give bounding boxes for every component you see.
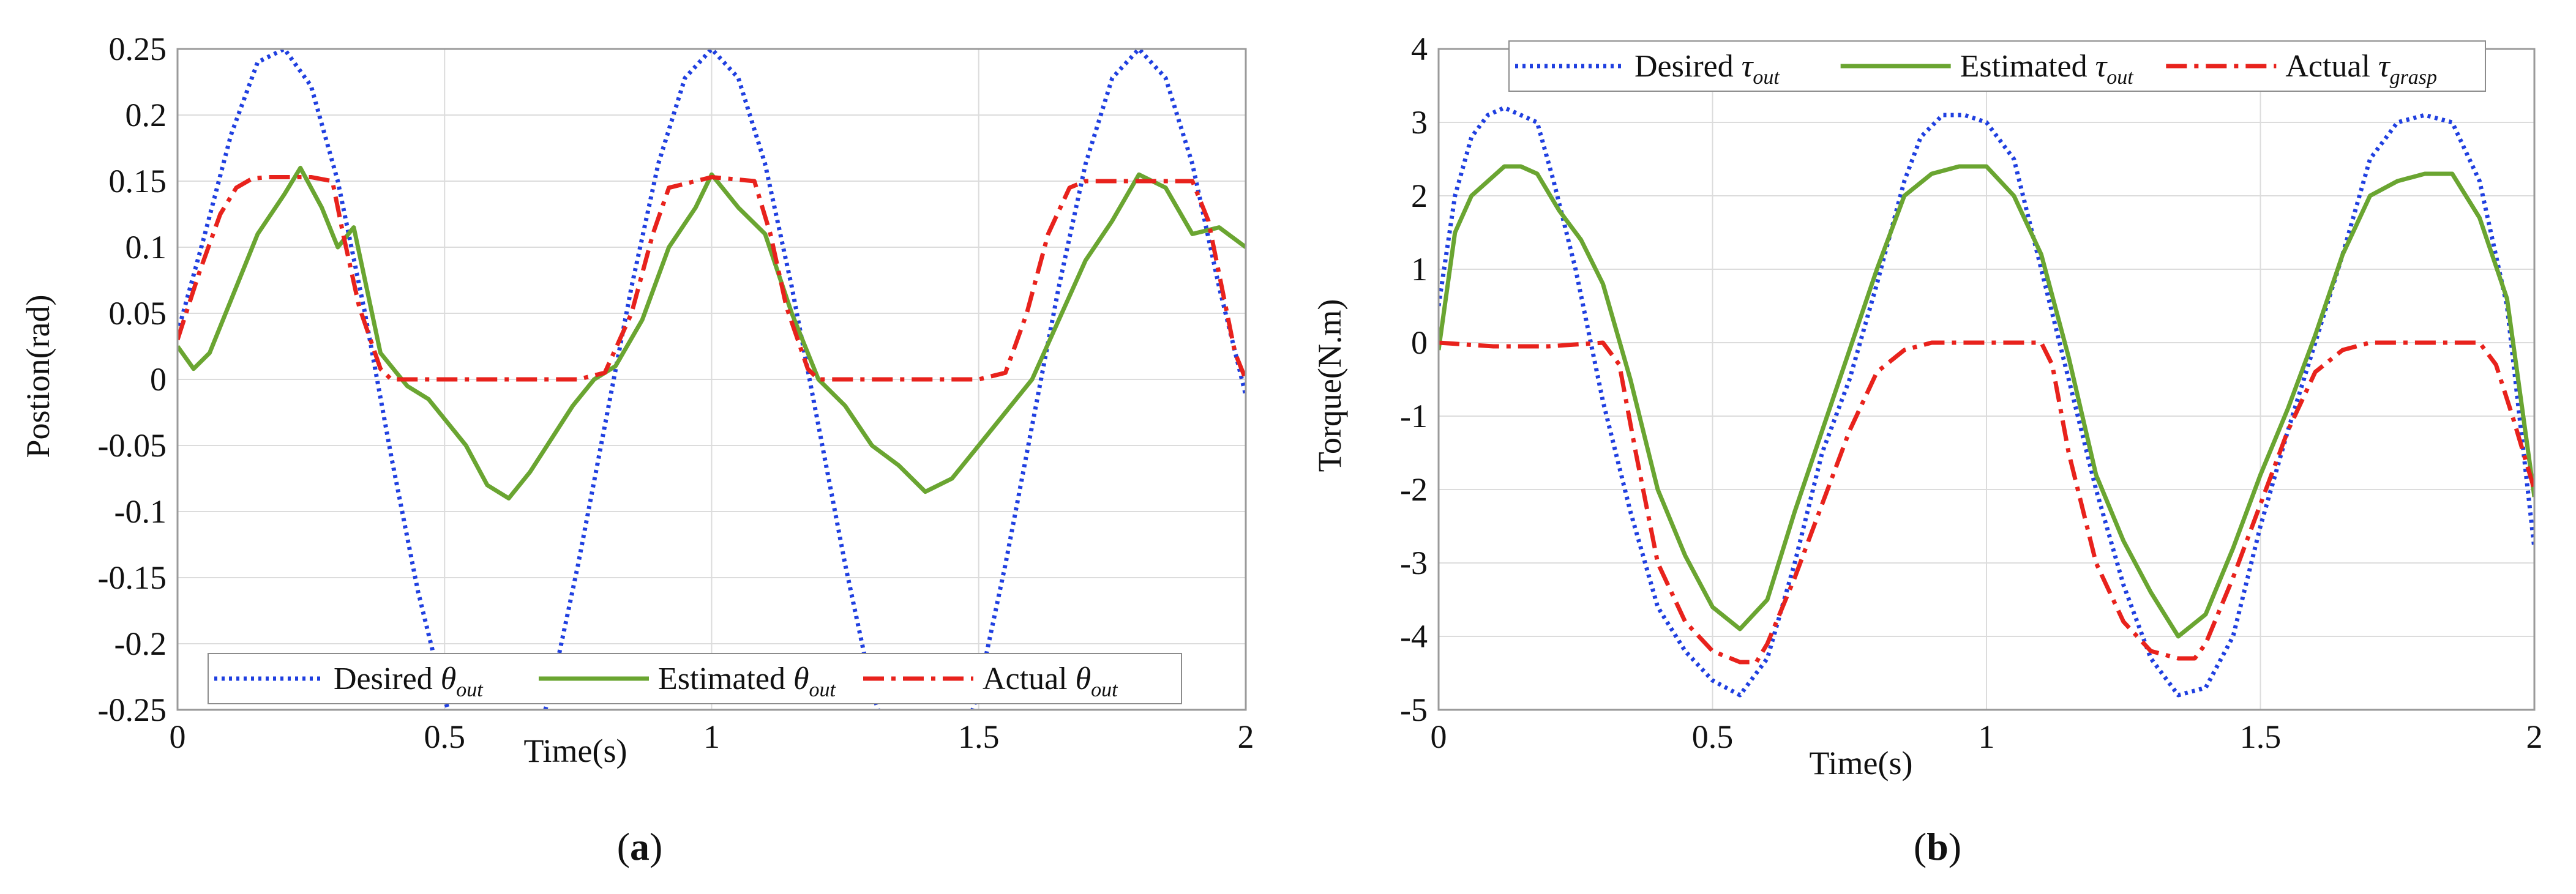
panel-a-grid	[177, 48, 1246, 710]
legend-subscript: out	[809, 679, 837, 701]
legend-text: Actual	[983, 661, 1076, 696]
panel-a-y-tick-label: -0.1	[114, 493, 167, 530]
panel-a-series-desired-line	[178, 49, 1246, 710]
panel-a-y-tick-label: -0.05	[98, 427, 167, 464]
panel-b-y-tick-label: 2	[1411, 177, 1428, 214]
panel-a-series-estimated-line	[178, 165, 1246, 501]
legend-text: Actual	[2285, 49, 2378, 84]
caption-b-close: )	[1949, 825, 1961, 868]
panel-b-x-tick-label: 2	[2526, 718, 2543, 755]
panel-b-xlabel: Time(s)	[1809, 745, 1912, 781]
panel-a-y-tick-label: -0.25	[98, 691, 167, 728]
panel-a-x-tick-label: 1.5	[958, 718, 1000, 755]
legend-subscript: out	[1753, 66, 1780, 89]
panel-a-y-tick-label: 0	[150, 361, 167, 398]
panel-b-y-tick-label: -4	[1400, 618, 1428, 655]
panel-b-series	[1439, 105, 2534, 698]
panel-a-y-tick-label: 0.15	[109, 163, 167, 199]
panel-a-legend-label: Desired θout	[334, 661, 484, 701]
legend-text: Desired	[1634, 49, 1742, 84]
panel-b-x-tick-label: 0.5	[1692, 718, 1734, 755]
caption-a-letter: a	[630, 825, 650, 868]
panel-a-legend-box	[208, 653, 1182, 704]
legend-subscript: grasp	[2390, 66, 2437, 89]
panel-a-x-tick-label: 1	[703, 718, 720, 755]
legend-subscript: out	[456, 679, 484, 701]
panel-a-y-tick-label: 0.2	[125, 97, 167, 133]
panel-b-legend-box	[1508, 40, 2486, 92]
panel-b-grid	[1438, 48, 2535, 710]
panel-a-ylabel: Postion(rad)	[20, 295, 56, 458]
panel-b: 0 0.5 1 1.5 2 4 3 2 1 0 -1 -2 -3 -4 -5 Torque(N.m) Tim…	[1311, 31, 2543, 781]
legend-symbol: τ	[2378, 49, 2391, 84]
panel-a-plot-frame	[176, 48, 1247, 711]
panel-a-legend: Desired θout Estimated θout Actual θout	[208, 653, 1182, 704]
panel-a-series-actual-line	[178, 175, 1246, 382]
panel-a-y-tick-label: 0.25	[109, 31, 167, 67]
legend-symbol: τ	[1742, 49, 1754, 84]
panel-b-y-tick-label: 1	[1411, 251, 1428, 288]
panel-b-legend: Desired τout Estimated τout Actual τgrasp	[1508, 40, 2486, 92]
panel-b-series-actual-line	[1439, 340, 2534, 665]
panel-a-y-tick-label: 0.05	[109, 295, 167, 332]
panel-a-ticks: 0 0.5 1 1.5 2 0.25 0.2 0.15 0.1 0.05 0 -0.05 -0.1 -0.…	[98, 31, 1254, 755]
panel-a-x-tick-label: 2	[1238, 718, 1254, 755]
panel-b-x-tick-label: 1	[1979, 718, 1995, 755]
panel-a-y-tick-label: -0.2	[114, 625, 167, 662]
panel-b-y-tick-label: -1	[1400, 398, 1428, 434]
panel-a-legend-label: Estimated θout	[658, 661, 837, 701]
legend-text: Desired	[334, 661, 441, 696]
caption-b-letter: b	[1926, 825, 1949, 868]
legend-symbol: θ	[793, 661, 809, 696]
panel-b-ticks: 0 0.5 1 1.5 2 4 3 2 1 0 -1 -2 -3 -4 -5	[1400, 31, 2542, 755]
legend-symbol: θ	[441, 661, 457, 696]
panel-a: 0 0.5 1 1.5 2 0.25 0.2 0.15 0.1 0.05 0 -0.05 -0.1 -0.…	[20, 31, 1254, 769]
panel-b-legend-label: Desired τout	[1634, 49, 1780, 89]
caption-a-open: (	[617, 825, 630, 868]
panel-b-y-tick-label: 4	[1411, 31, 1428, 67]
panel-a-series	[178, 49, 1246, 710]
panel-a-x-tick-label: 0	[170, 718, 186, 755]
caption-b-open: (	[1914, 825, 1926, 868]
panel-a-x-tick-label: 0.5	[424, 718, 466, 755]
panel-b-y-tick-label: 3	[1411, 104, 1428, 141]
legend-text: Estimated	[658, 661, 793, 696]
panel-a-legend-label: Actual θout	[983, 661, 1118, 701]
panel-b-y-tick-label: -3	[1400, 545, 1428, 581]
panel-a-xlabel: Time(s)	[523, 732, 627, 769]
legend-subscript: out	[2106, 66, 2134, 89]
legend-subscript: out	[1091, 679, 1118, 701]
panel-b-x-tick-label: 0	[1431, 718, 1447, 755]
legend-symbol: τ	[2095, 49, 2108, 84]
caption-a-close: )	[650, 825, 662, 868]
panel-b-legend-label: Estimated τout	[1960, 49, 2135, 89]
caption-a: (a)	[617, 825, 663, 868]
panel-b-y-tick-label: -2	[1400, 471, 1428, 508]
panel-b-ylabel: Torque(N.m)	[1311, 299, 1348, 472]
panel-a-y-tick-label: 0.1	[125, 229, 167, 266]
panel-a-y-tick-label: -0.15	[98, 559, 167, 596]
panel-a-frame	[176, 48, 1247, 711]
panel-b-legend-label: Actual τgrasp	[2285, 49, 2437, 89]
panel-b-y-tick-label: -5	[1400, 691, 1428, 728]
caption-b: (b)	[1914, 825, 1961, 868]
panel-b-y-tick-label: 0	[1411, 324, 1428, 361]
panel-b-x-tick-label: 1.5	[2240, 718, 2282, 755]
legend-text: Estimated	[1960, 49, 2095, 84]
legend-symbol: θ	[1076, 661, 1091, 696]
panel-b-series-estimated-line	[1439, 164, 2534, 639]
